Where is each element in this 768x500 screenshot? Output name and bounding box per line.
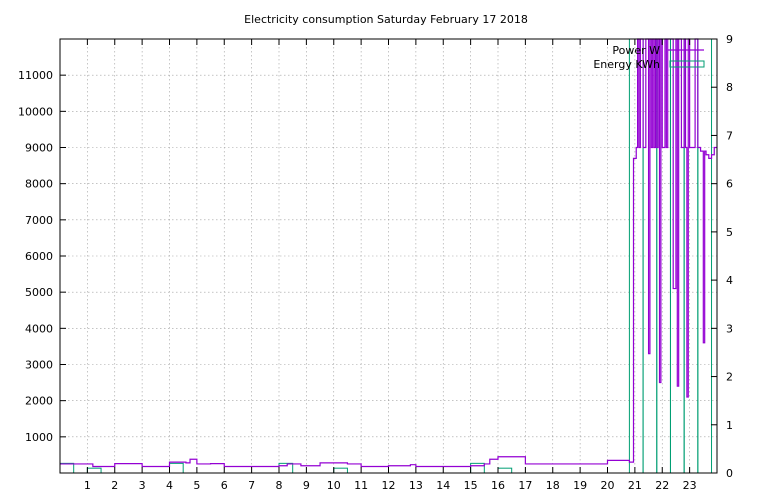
y-tick-label: 10000 — [18, 105, 53, 118]
grid-lines — [60, 39, 717, 473]
y-tick-label: 7000 — [25, 214, 53, 227]
energy-bar — [86, 467, 102, 474]
x-tick-label: 21 — [628, 479, 642, 492]
x-tick-label: 17 — [518, 479, 532, 492]
energy-bar — [169, 462, 184, 474]
energy-series-layer — [59, 38, 713, 474]
x-tick-label: 14 — [436, 479, 450, 492]
y2-tick-label: 8 — [726, 81, 733, 94]
x-tick-label: 9 — [303, 479, 310, 492]
legend-energy-swatch — [669, 60, 705, 68]
y-tick-label: 6000 — [25, 250, 53, 263]
x-tick-label: 23 — [683, 479, 697, 492]
energy-bar — [683, 38, 699, 474]
x-tick-label: 4 — [166, 479, 173, 492]
y2-tick-label: 7 — [726, 129, 733, 142]
x-tick-label: 10 — [327, 479, 341, 492]
x-tick-label: 18 — [546, 479, 560, 492]
energy-bar — [59, 462, 75, 474]
x-tick-label: 8 — [276, 479, 283, 492]
x-tick-label: 16 — [491, 479, 505, 492]
y2-tick-label: 0 — [726, 467, 733, 480]
x-tick-label: 22 — [655, 479, 669, 492]
x-tick-label: 7 — [248, 479, 255, 492]
x-tick-label: 5 — [193, 479, 200, 492]
x-tick-label: 6 — [221, 479, 228, 492]
y2-tick-label: 6 — [726, 178, 733, 191]
y-tick-label: 8000 — [25, 178, 53, 191]
x-tick-label: 13 — [409, 479, 423, 492]
y2-tick-label: 4 — [726, 274, 733, 287]
x-tick-label: 19 — [573, 479, 587, 492]
y2-tick-label: 2 — [726, 371, 733, 384]
y2-tick-label: 3 — [726, 322, 733, 335]
chart-title: Electricity consumption Saturday Februar… — [244, 13, 528, 26]
x-tick-label: 11 — [354, 479, 368, 492]
legend-power-label: Power W — [612, 44, 660, 57]
energy-bar — [278, 462, 294, 474]
legend-energy-label: Energy KWh — [593, 58, 660, 71]
x-tick-label: 3 — [139, 479, 146, 492]
x-tick-label: 15 — [464, 479, 478, 492]
axis-ticks: 1 2 3 4 5 6 7 8 9 10 11 12 13 14 15 16 17 18 19 20 21 22 23100… — [18, 33, 733, 492]
x-tick-label: 20 — [601, 479, 615, 492]
y-tick-label: 1000 — [25, 431, 53, 444]
y2-tick-label: 1 — [726, 419, 733, 432]
y-tick-label: 4000 — [25, 322, 53, 335]
x-tick-label: 2 — [111, 479, 118, 492]
y-tick-label: 11000 — [18, 69, 53, 82]
x-tick-label: 1 — [84, 479, 91, 492]
y2-tick-label: 9 — [726, 33, 733, 46]
y-tick-label: 9000 — [25, 142, 53, 155]
y2-tick-label: 5 — [726, 226, 733, 239]
legend: Power W Energy KWh — [593, 44, 705, 71]
y-tick-label: 3000 — [25, 359, 53, 372]
energy-bar — [470, 462, 485, 474]
energy-bar — [497, 467, 513, 474]
y-tick-label: 5000 — [25, 286, 53, 299]
y-tick-label: 2000 — [25, 395, 53, 408]
x-tick-label: 12 — [382, 479, 396, 492]
energy-bar — [333, 467, 348, 474]
